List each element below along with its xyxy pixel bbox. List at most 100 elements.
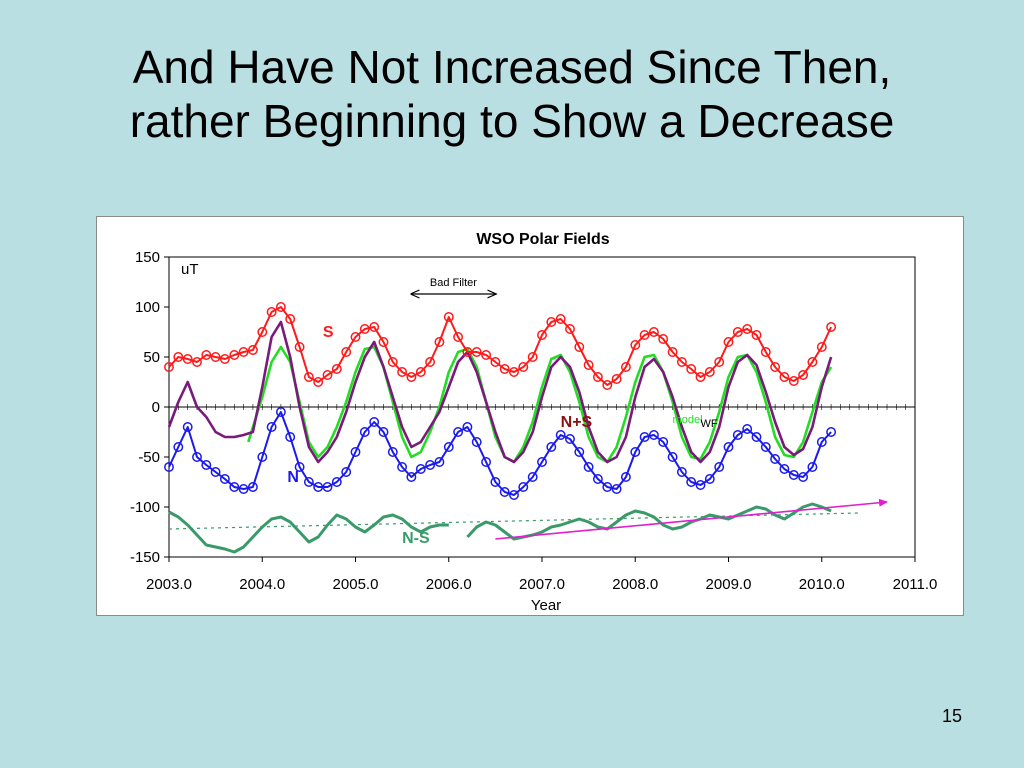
data-point-s bbox=[397, 367, 408, 377]
data-point-n bbox=[592, 474, 603, 484]
data-point-s bbox=[602, 380, 613, 390]
data-point-s bbox=[742, 324, 753, 334]
data-point-n bbox=[565, 434, 575, 444]
data-point-s bbox=[751, 330, 762, 340]
series-line-model bbox=[247, 345, 833, 464]
x-tick-label: 2003.0 bbox=[146, 576, 192, 593]
series-label: N bbox=[287, 469, 299, 486]
bad-filter-label: Bad Filter bbox=[430, 277, 477, 289]
data-point-n bbox=[583, 462, 594, 472]
y-tick-label: 0 bbox=[152, 399, 160, 416]
data-point-n bbox=[630, 447, 641, 457]
trend-arrow bbox=[495, 498, 889, 540]
series-label: S bbox=[323, 324, 334, 341]
data-point-s bbox=[807, 357, 818, 367]
data-point-s bbox=[219, 354, 230, 364]
data-point-n bbox=[826, 427, 837, 437]
data-point-n bbox=[686, 477, 697, 487]
data-point-s bbox=[770, 362, 781, 372]
data-point-s bbox=[499, 364, 510, 374]
data-point-s bbox=[173, 352, 184, 362]
data-point-s bbox=[630, 340, 641, 350]
x-tick-label: 2006.0 bbox=[426, 576, 472, 593]
data-point-s bbox=[509, 367, 519, 377]
data-point-s bbox=[658, 334, 669, 344]
data-point-s bbox=[415, 367, 426, 377]
data-point-s bbox=[294, 342, 305, 352]
data-point-n bbox=[247, 482, 258, 492]
data-point-s bbox=[350, 332, 361, 342]
data-point-n bbox=[555, 430, 566, 440]
data-point-s bbox=[257, 327, 268, 337]
data-point-n bbox=[378, 427, 389, 437]
data-point-n bbox=[359, 427, 370, 437]
data-point-n bbox=[481, 457, 492, 467]
data-point-n bbox=[611, 484, 622, 494]
data-point-n bbox=[499, 487, 510, 497]
data-point-s bbox=[686, 364, 697, 374]
data-point-s bbox=[322, 370, 333, 380]
data-point-s bbox=[714, 357, 725, 367]
x-tick-label: 2011.0 bbox=[893, 576, 938, 593]
data-point-s bbox=[620, 362, 631, 372]
data-point-n bbox=[415, 464, 426, 474]
data-point-s bbox=[676, 357, 687, 367]
data-point-n bbox=[639, 432, 650, 442]
data-point-s bbox=[247, 345, 258, 355]
y-tick-label: 150 bbox=[135, 249, 160, 266]
data-point-n bbox=[648, 430, 659, 440]
data-point-s bbox=[229, 350, 240, 360]
data-point-n bbox=[695, 480, 706, 490]
y-tick-label: 50 bbox=[143, 349, 160, 366]
data-point-n bbox=[751, 432, 762, 442]
data-point-s bbox=[406, 372, 417, 382]
data-point-n bbox=[285, 432, 296, 442]
y-tick-label: 100 bbox=[135, 299, 160, 316]
slide-title-line-1: And Have Not Increased Since Then, bbox=[132, 41, 892, 93]
series-label: N-S bbox=[402, 530, 430, 547]
data-point-s bbox=[313, 377, 324, 387]
data-point-s bbox=[331, 364, 342, 374]
data-point-n bbox=[779, 464, 790, 474]
data-point-n bbox=[266, 422, 277, 432]
slide-title: And Have Not Increased Since Then, rathe… bbox=[0, 40, 1024, 148]
data-point-n bbox=[406, 472, 417, 482]
series-line-n-plus-s bbox=[167, 320, 833, 464]
x-tick-label: 2007.0 bbox=[519, 576, 565, 593]
data-point-s bbox=[164, 362, 174, 372]
data-point-s bbox=[667, 347, 678, 357]
x-tick-label: 2004.0 bbox=[239, 576, 285, 593]
data-point-s bbox=[527, 352, 538, 362]
data-point-s bbox=[611, 374, 622, 384]
data-point-s bbox=[537, 330, 547, 340]
data-point-n bbox=[434, 457, 445, 467]
series-label: model bbox=[673, 414, 703, 426]
data-point-s bbox=[359, 324, 370, 334]
data-point-n bbox=[490, 477, 501, 487]
data-point-s bbox=[723, 337, 734, 347]
data-point-n bbox=[219, 474, 230, 484]
data-point-s bbox=[201, 350, 212, 360]
x-tick-label: 2010.0 bbox=[799, 576, 845, 593]
data-point-s bbox=[369, 322, 380, 332]
data-point-n bbox=[732, 430, 743, 440]
data-point-s bbox=[732, 327, 743, 337]
data-point-s bbox=[192, 357, 202, 367]
data-point-n bbox=[201, 460, 212, 470]
data-point-n bbox=[173, 442, 184, 452]
y-tick-label: -100 bbox=[130, 499, 160, 516]
data-point-n bbox=[546, 442, 557, 452]
data-point-n bbox=[182, 422, 193, 432]
data-point-s bbox=[788, 376, 799, 386]
chart-plot-area: 150 100 50 0 -50 -100 -150 2003.0 2004.0 2005.0 20… bbox=[130, 249, 937, 593]
data-point-n bbox=[369, 417, 380, 427]
data-point-s bbox=[546, 317, 557, 327]
data-point-n bbox=[807, 462, 818, 472]
data-point-s bbox=[275, 302, 286, 312]
data-point-s bbox=[695, 372, 706, 382]
unit-label: uT bbox=[181, 261, 199, 278]
data-point-n bbox=[704, 474, 715, 484]
data-point-n bbox=[816, 437, 827, 447]
data-point-s bbox=[816, 342, 827, 352]
x-axis-label: Year bbox=[531, 597, 561, 614]
